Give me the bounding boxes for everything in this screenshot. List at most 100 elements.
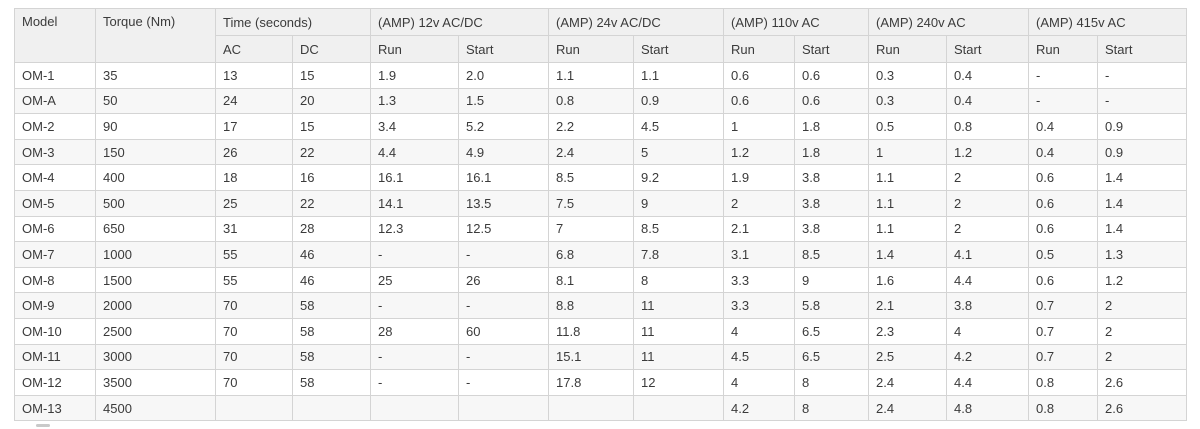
value-cell: 4.2 (723, 394, 796, 422)
table-row: OM-5 500 25 22 14.1 13.5 7.5 9 2 3.8 1.1 2 0.6 1.4 (14, 189, 1188, 217)
value-cell: 2 (1097, 292, 1188, 319)
value-cell: 26 (458, 266, 550, 294)
table-row: OM-8 1500 55 46 25 26 8.1 8 3.3 9 1.6 4.4 0.6 1.2 (14, 266, 1188, 294)
value-cell: 2.0 (458, 62, 550, 89)
value-cell: 0.6 (1028, 189, 1099, 217)
value-cell (215, 394, 293, 422)
value-cell: 11 (633, 292, 725, 319)
table-row: OM-10 2500 70 58 28 60 11.8 11 4 6.5 2.3 4 0.7 2 (14, 317, 1188, 345)
value-cell: 2 (1097, 343, 1188, 371)
value-cell: 28 (291, 215, 372, 243)
value-cell: 1.6 (868, 266, 948, 294)
value-cell: 12.5 (458, 215, 550, 243)
value-cell: 2 (946, 215, 1030, 243)
value-cell: 0.4 (946, 62, 1030, 89)
subcol-24v-start: Start (633, 35, 725, 63)
value-cell: 0.7 (1028, 317, 1099, 345)
table-header: Model Torque (Nm) Time (seconds) (AMP) 1… (14, 8, 1188, 63)
model-cell: OM-12 (14, 369, 96, 396)
model-cell: OM-3 (14, 138, 96, 166)
col-header-model: Model (14, 8, 96, 63)
value-cell: 31 (215, 215, 293, 243)
value-cell: 8.5 (794, 241, 870, 268)
value-cell: 0.6 (723, 62, 796, 89)
value-cell: 1000 (95, 241, 216, 268)
table-row: OM-6 650 31 28 12.3 12.5 7 8.5 2.1 3.8 1.1 2 0.6 1.4 (14, 215, 1188, 243)
value-cell: 15 (291, 62, 372, 89)
model-cell: OM-8 (14, 266, 96, 294)
value-cell: 28 (370, 317, 460, 345)
value-cell: 0.4 (946, 87, 1030, 115)
value-cell: 11.8 (548, 317, 635, 345)
value-cell: 2.2 (548, 113, 635, 140)
value-cell: 58 (291, 317, 372, 345)
motor-spec-table-container: Model Torque (Nm) Time (seconds) (AMP) 1… (14, 8, 1188, 422)
subcol-12v-start: Start (458, 35, 550, 63)
value-cell: 3000 (95, 343, 216, 371)
value-cell: 1 (723, 113, 796, 140)
value-cell: 2000 (95, 292, 216, 319)
subcol-time-dc: DC (291, 35, 372, 63)
value-cell: 6.5 (794, 317, 870, 345)
value-cell: 1.9 (723, 164, 796, 191)
value-cell: 0.5 (868, 113, 948, 140)
value-cell: - (1028, 62, 1099, 89)
value-cell: 8 (794, 369, 870, 396)
value-cell: 2.1 (868, 292, 948, 319)
value-cell: 0.6 (794, 87, 870, 115)
value-cell (370, 394, 460, 422)
col-group-amp-240v: (AMP) 240v AC (868, 8, 1030, 36)
value-cell: 90 (95, 113, 216, 140)
value-cell: 0.3 (868, 87, 948, 115)
value-cell: 58 (291, 292, 372, 319)
value-cell (458, 394, 550, 422)
value-cell: 8.1 (548, 266, 635, 294)
col-group-amp-110v: (AMP) 110v AC (723, 8, 870, 36)
value-cell: - (1028, 87, 1099, 115)
value-cell: 1500 (95, 266, 216, 294)
value-cell: 0.4 (1028, 138, 1099, 166)
value-cell: 26 (215, 138, 293, 166)
value-cell: 150 (95, 138, 216, 166)
value-cell: 0.6 (723, 87, 796, 115)
value-cell (291, 394, 372, 422)
value-cell: 1.5 (458, 87, 550, 115)
header-row-groups: Model Torque (Nm) Time (seconds) (AMP) 1… (14, 8, 1188, 63)
value-cell: 7.8 (633, 241, 725, 268)
value-cell: 1.4 (868, 241, 948, 268)
value-cell: 1.3 (1097, 241, 1188, 268)
value-cell: - (458, 292, 550, 319)
value-cell: 14.1 (370, 189, 460, 217)
value-cell: 1.1 (868, 164, 948, 191)
value-cell: 0.8 (548, 87, 635, 115)
table-row: OM-A 50 24 20 1.3 1.5 0.8 0.9 0.6 0.6 0.3 0.4- - (14, 87, 1188, 115)
value-cell: 4.5 (723, 343, 796, 371)
value-cell: - (458, 369, 550, 396)
value-cell: 55 (215, 266, 293, 294)
value-cell: - (370, 369, 460, 396)
value-cell: 1.8 (794, 138, 870, 166)
horizontal-scrollbar-thumb[interactable] (36, 424, 50, 427)
value-cell: 1.1 (868, 215, 948, 243)
value-cell: - (1097, 62, 1188, 89)
value-cell: 8.8 (548, 292, 635, 319)
value-cell: 2 (723, 189, 796, 217)
value-cell: 3500 (95, 369, 216, 396)
model-cell: OM-9 (14, 292, 96, 319)
table-row: OM-2 90 17 15 3.4 5.2 2.2 4.5 1 1.8 0.5 0.8 0.4 0.9 (14, 113, 1188, 140)
value-cell: 4.4 (946, 266, 1030, 294)
motor-spec-table: Model Torque (Nm) Time (seconds) (AMP) 1… (14, 8, 1188, 422)
model-cell: OM-1 (14, 62, 96, 89)
value-cell: 25 (370, 266, 460, 294)
value-cell: 0.8 (1028, 369, 1099, 396)
value-cell: 58 (291, 343, 372, 371)
value-cell: 46 (291, 266, 372, 294)
value-cell: 5.2 (458, 113, 550, 140)
value-cell: 7 (548, 215, 635, 243)
value-cell: 1.1 (868, 189, 948, 217)
value-cell: 2.5 (868, 343, 948, 371)
value-cell: 2.1 (723, 215, 796, 243)
value-cell: 13.5 (458, 189, 550, 217)
value-cell: 1.4 (1097, 164, 1188, 191)
